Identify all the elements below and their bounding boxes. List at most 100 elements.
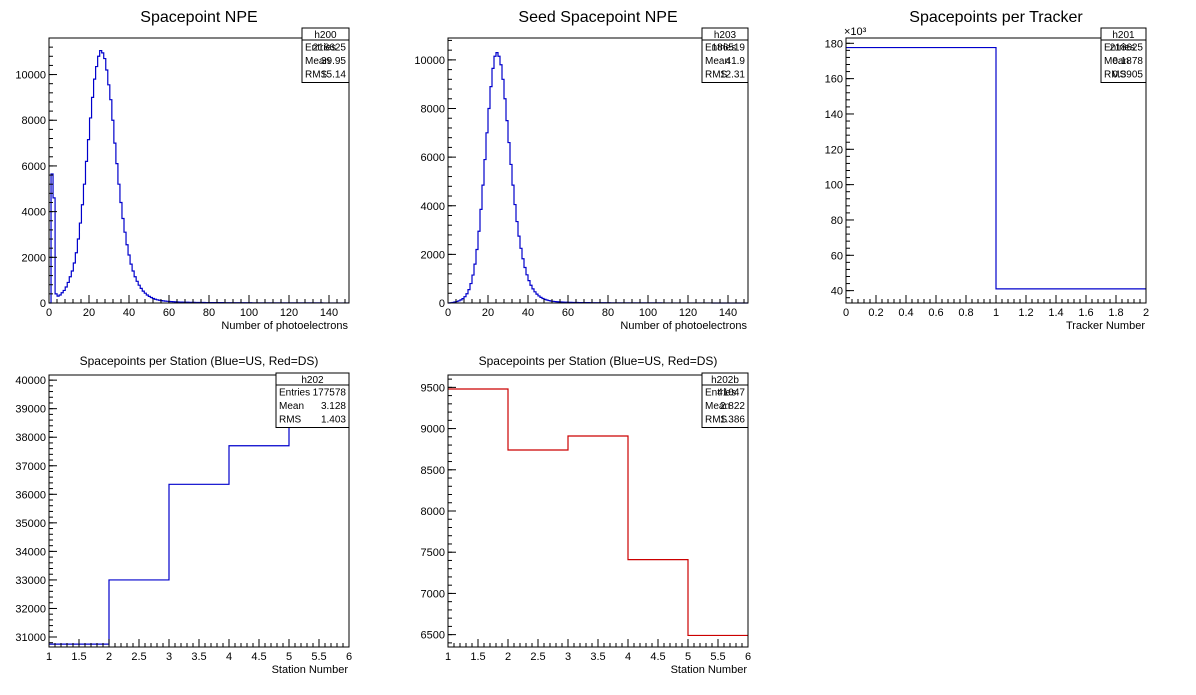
x-tick-label: 5.5 <box>311 651 326 663</box>
y-tick-label: 2000 <box>421 249 445 261</box>
x-tick-label: 3.5 <box>590 651 605 663</box>
histogram-line <box>49 49 349 304</box>
histogram-line <box>448 388 748 637</box>
chart-title: Seed Spacepoint NPE <box>518 9 677 26</box>
x-axis-label: Station Number <box>671 664 748 676</box>
stats-box-name: h200 <box>314 30 337 41</box>
stats-box-frame <box>701 372 749 428</box>
x-tick-label: 6 <box>745 651 751 663</box>
x-tick-label: 4.5 <box>650 651 665 663</box>
stats-value: 218625 <box>1110 43 1144 54</box>
stats-key: RMS <box>305 70 328 81</box>
x-tick-label: 0.2 <box>868 307 883 319</box>
y-tick-label: 33000 <box>15 575 46 587</box>
y-tick-label: 0 <box>40 298 46 310</box>
y-tick-label: 35000 <box>15 518 46 530</box>
x-axis-label: Number of photoelectrons <box>221 320 348 332</box>
stats-value: 0.3905 <box>1112 70 1143 81</box>
chart-h202: Spacepoints per Station (Blue=US, Red=DS… <box>15 354 352 676</box>
x-tick-label: 80 <box>203 307 215 319</box>
y-tick-label: 31000 <box>15 632 46 644</box>
y-tick-label: 4000 <box>22 207 46 219</box>
y-tick-label: 9500 <box>421 382 445 394</box>
y-tick-label: 34000 <box>15 546 46 558</box>
x-tick-label: 100 <box>240 307 258 319</box>
chart-h200: Spacepoint NPE 0 20 40 60 80 100 120 140 0 2000 400… <box>15 9 350 332</box>
stats-key: Entries <box>705 388 736 399</box>
histogram-line <box>846 46 1146 290</box>
x-tick-label: 1 <box>993 307 999 319</box>
x-tick-label: 3 <box>166 651 172 663</box>
x-tick-label: 2 <box>1143 307 1149 319</box>
x-tick-label: 140 <box>719 307 737 319</box>
chart-title: Spacepoints per Station (Blue=US, Red=DS… <box>479 354 718 368</box>
stats-key: RMS <box>705 70 728 81</box>
x-tick-label: 0 <box>46 307 52 319</box>
y-tick-label: 8500 <box>421 465 445 477</box>
y-tick-label: 40000 <box>15 375 46 387</box>
x-tick-label: 20 <box>482 307 494 319</box>
stats-key: RMS <box>705 415 728 426</box>
x-tick-label: 1 <box>46 651 52 663</box>
x-tick-label: 20 <box>83 307 95 319</box>
y-tick-label: 0 <box>439 298 445 310</box>
x-tick-label: 1.5 <box>71 651 86 663</box>
stats-key: Mean <box>305 56 330 67</box>
y-tick-label: 140 <box>825 109 843 121</box>
histogram-line <box>448 51 748 304</box>
y-tick-label: 100 <box>825 180 843 192</box>
y-tick-label: 2000 <box>22 252 46 264</box>
x-tick-label: 3.5 <box>191 651 206 663</box>
x-tick-label: 40 <box>123 307 135 319</box>
x-tick-label: 6 <box>346 651 352 663</box>
x-tick-label: 1.4 <box>1048 307 1063 319</box>
y-tick-label: 10000 <box>15 70 46 82</box>
stats-value: 186519 <box>712 43 746 54</box>
x-tick-label: 2.5 <box>530 651 545 663</box>
x-tick-label: 0.4 <box>898 307 913 319</box>
y-tick-label: 8000 <box>421 104 445 116</box>
chart-title: Spacepoints per Station (Blue=US, Red=DS… <box>80 354 319 368</box>
stats-box-name: h201 <box>1112 30 1135 41</box>
y-tick-label: 9000 <box>421 424 445 436</box>
y-tick-label: 6000 <box>421 152 445 164</box>
y-tick-label: 60 <box>831 250 843 262</box>
y-tick-label: 180 <box>825 38 843 50</box>
y-tick-label: 160 <box>825 74 843 86</box>
x-tick-label: 0.8 <box>958 307 973 319</box>
y-tick-label: 8000 <box>421 506 445 518</box>
x-tick-label: 1 <box>445 651 451 663</box>
plot-frame <box>48 37 350 304</box>
stats-key: RMS <box>279 415 302 426</box>
stats-key: Mean <box>705 401 730 412</box>
x-tick-label: 1.8 <box>1108 307 1123 319</box>
stats-key: Entries <box>705 43 736 54</box>
stats-value: 41.9 <box>726 56 746 67</box>
stats-value: 2.822 <box>720 401 745 412</box>
x-axis-label: Tracker Number <box>1066 320 1145 332</box>
stats-box-frame <box>275 372 350 428</box>
y-tick-label: 6500 <box>421 630 445 642</box>
x-tick-label: 80 <box>602 307 614 319</box>
stats-key: Entries <box>305 43 336 54</box>
x-tick-label: 5.5 <box>710 651 725 663</box>
stats-value: 218625 <box>313 43 347 54</box>
x-tick-label: 4.5 <box>251 651 266 663</box>
y-tick-label: 32000 <box>15 603 46 615</box>
y-tick-label: 40 <box>831 286 843 298</box>
stats-box-name: h203 <box>714 30 737 41</box>
chart-h201: Spacepoints per Tracker 0 0.2 0.4 0.6 0.8 1 1.2… <box>825 9 1149 332</box>
stats-box-frame <box>701 27 749 83</box>
x-tick-label: 0 <box>445 307 451 319</box>
stats-key: Entries <box>279 388 310 399</box>
stats-box-name: h202b <box>711 375 739 386</box>
x-tick-label: 120 <box>679 307 697 319</box>
stats-value: 1.403 <box>321 415 346 426</box>
x-tick-label: 2 <box>106 651 112 663</box>
x-tick-label: 3 <box>565 651 571 663</box>
stats-value: 15.14 <box>321 70 346 81</box>
